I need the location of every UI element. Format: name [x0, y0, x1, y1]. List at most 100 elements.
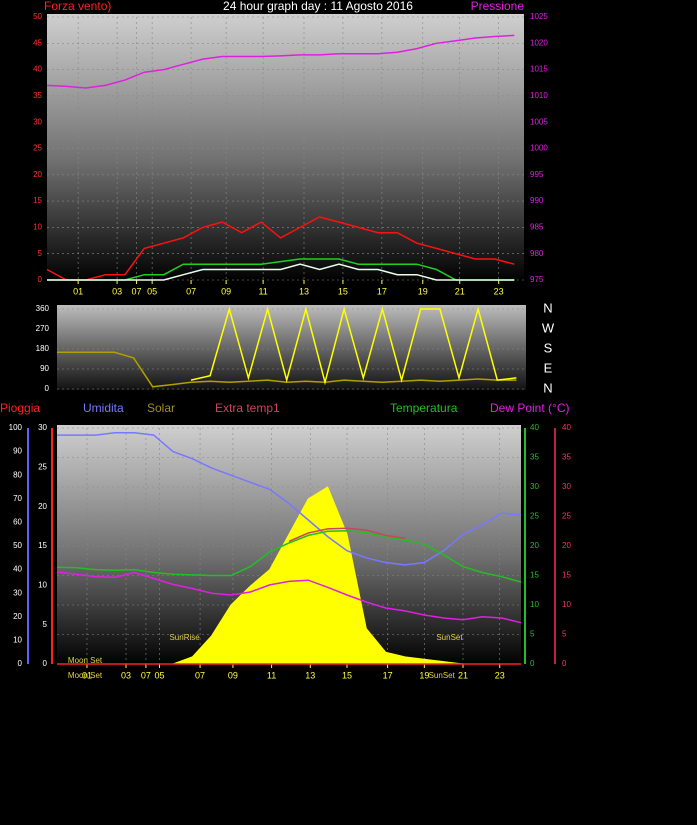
annotation: Moon Set: [68, 656, 103, 665]
tick-label: 60: [13, 518, 22, 527]
series-line: [47, 263, 515, 281]
direction-label: S: [544, 340, 553, 355]
series-line: [190, 306, 517, 386]
tick-label: 80: [13, 470, 22, 479]
tick-label: 20: [530, 541, 539, 550]
tick-label: 1005: [530, 117, 548, 126]
x-tick-label: 09: [221, 286, 231, 296]
tick-label: 25: [38, 462, 47, 471]
x-tick-label: 17: [383, 670, 393, 680]
legend-entry: Solar: [147, 401, 175, 415]
tick-label: 35: [562, 453, 571, 462]
x-tick-label: 23: [494, 286, 504, 296]
direction-label: E: [544, 360, 553, 375]
x-tick-label: 13: [299, 286, 309, 296]
x-tick-label: 19: [418, 286, 428, 296]
x-tick-label: 21: [455, 286, 465, 296]
x-tick-label: 19: [419, 670, 429, 680]
tick-label: 40: [33, 65, 42, 74]
tick-label: 995: [530, 170, 544, 179]
tick-label: 10: [13, 636, 22, 645]
tick-label: 30: [38, 423, 47, 432]
tick-label: 360: [36, 304, 50, 313]
annotation: SunSet: [436, 633, 463, 642]
x-tick-label: 11: [258, 286, 267, 296]
tick-label: 0: [18, 659, 23, 668]
x-tick-label: 23: [495, 670, 505, 680]
tick-label: 5: [38, 249, 43, 258]
annotation: Moon Set: [68, 671, 103, 680]
tick-label: 20: [13, 612, 22, 621]
tick-label: 20: [38, 502, 47, 511]
x-tick-label: 05: [154, 670, 164, 680]
tick-label: 975: [530, 275, 544, 284]
x-tick-label: 03: [121, 670, 131, 680]
tick-label: 25: [562, 512, 571, 521]
annotation: SunSet: [429, 671, 456, 680]
tick-label: 30: [530, 482, 539, 491]
tick-label: 0: [562, 659, 567, 668]
tick-label: 15: [38, 541, 47, 550]
tick-label: 980: [530, 249, 544, 258]
tick-label: 15: [33, 196, 42, 205]
tick-label: 20: [562, 541, 571, 550]
x-tick-label: 01: [73, 286, 83, 296]
tick-label: 40: [530, 423, 539, 432]
legend-entry: Dew Point (°C): [490, 401, 569, 415]
tick-label: 25: [530, 512, 539, 521]
tick-label: 30: [33, 117, 42, 126]
plot-bg-2: [57, 305, 526, 390]
x-tick-label: 13: [305, 670, 315, 680]
annotation: SunRise: [169, 633, 200, 642]
tick-label: 0: [43, 659, 48, 668]
series-line: [57, 431, 522, 566]
tick-label: 90: [13, 447, 22, 456]
tick-label: 5: [562, 630, 567, 639]
tick-label: 25: [33, 144, 42, 153]
tick-label: 10: [530, 600, 539, 609]
tick-label: 50: [13, 541, 22, 550]
tick-label: 50: [33, 12, 42, 21]
x-tick-label: 15: [342, 670, 352, 680]
tick-label: 20: [33, 170, 42, 179]
tick-label: 45: [33, 38, 42, 47]
tick-label: 90: [40, 364, 49, 373]
tick-label: 70: [13, 494, 22, 503]
tick-label: 1000: [530, 144, 548, 153]
x-tick-label: 17: [377, 286, 387, 296]
series-line: [288, 527, 406, 542]
tick-label: 985: [530, 223, 544, 232]
x-tick-label: 07: [132, 286, 142, 296]
series-line: [56, 571, 522, 624]
x-tick-label: 21: [458, 670, 468, 680]
series-line: [56, 529, 522, 583]
x-tick-label: 07: [141, 670, 151, 680]
x-tick-label: 07: [195, 670, 205, 680]
legend-entry: Pioggia: [0, 401, 40, 415]
series-line: [46, 216, 515, 281]
series-line: [46, 34, 515, 89]
tick-label: 10: [33, 223, 42, 232]
x-tick-label: 09: [228, 670, 238, 680]
tick-label: 30: [13, 588, 22, 597]
legend-entry: Umidita: [83, 401, 124, 415]
tick-label: 0: [45, 384, 50, 393]
tick-label: 1020: [530, 38, 548, 47]
tick-label: 1015: [530, 65, 548, 74]
tick-label: 1010: [530, 91, 548, 100]
x-tick-label: 05: [147, 286, 157, 296]
x-tick-label: 07: [186, 286, 196, 296]
tick-label: 40: [13, 565, 22, 574]
x-tick-label: 01: [82, 670, 92, 680]
tick-label: 10: [562, 600, 571, 609]
tick-label: 5: [43, 620, 48, 629]
tick-label: 30: [562, 482, 571, 491]
tick-label: 40: [562, 423, 571, 432]
legend-entry: Extra temp1: [215, 401, 280, 415]
tick-label: 0: [530, 659, 535, 668]
plot-bg-1: [47, 14, 524, 282]
tick-label: 180: [36, 344, 50, 353]
tick-label: 1025: [530, 12, 548, 21]
tick-label: 15: [530, 571, 539, 580]
